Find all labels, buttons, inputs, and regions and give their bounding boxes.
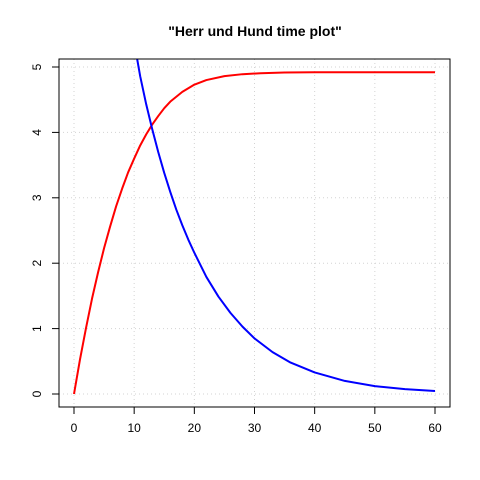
- x-tick-label: 60: [428, 421, 442, 435]
- series-line-2: [136, 59, 436, 393]
- y-tick-label: 0: [30, 390, 44, 397]
- x-tick-label: 10: [127, 421, 141, 435]
- y-tick-label: 2: [30, 260, 44, 267]
- y-tick-label: 1: [30, 325, 44, 332]
- x-tick-label: 20: [188, 421, 202, 435]
- x-tick-label: 40: [308, 421, 322, 435]
- x-axis: 0 10 20 30 40 50 60: [71, 406, 442, 435]
- y-tick-label: 3: [30, 194, 44, 201]
- x-tick-label: 30: [248, 421, 262, 435]
- y-tick-label: 4: [30, 129, 44, 136]
- x-tick-label: 50: [368, 421, 382, 435]
- chart-title: "Herr und Hund time plot": [168, 23, 342, 39]
- series-lines: [73, 59, 436, 395]
- series-line-1: [73, 71, 435, 395]
- y-axis: 0 1 2 3 4 5: [30, 63, 60, 397]
- y-tick-label: 5: [30, 63, 44, 70]
- grid: [59, 59, 450, 407]
- x-tick-label: 0: [71, 421, 78, 435]
